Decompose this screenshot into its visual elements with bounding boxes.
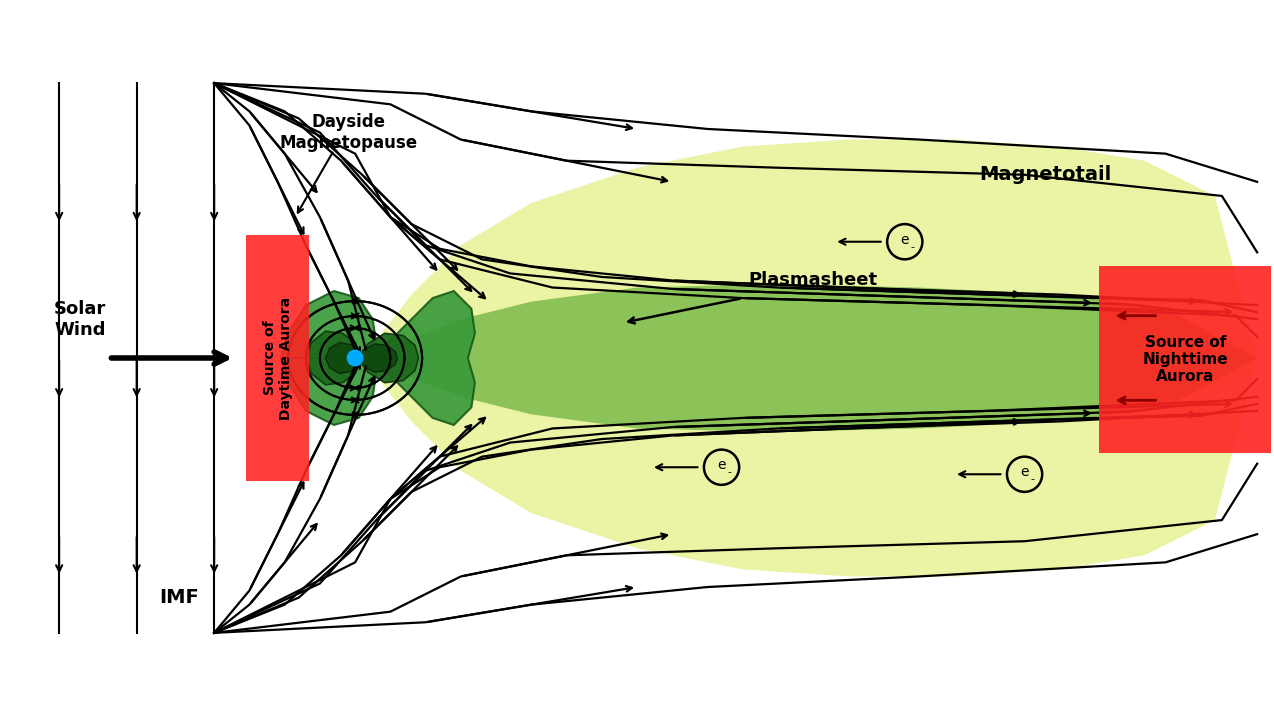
Text: Dayside
Magnetopause: Dayside Magnetopause [279,113,417,152]
Bar [246,235,310,481]
Text: IMF: IMF [159,588,199,607]
Text: -: - [1031,474,1034,484]
Polygon shape [282,291,475,425]
Text: e: e [717,458,726,472]
Text: e: e [901,233,910,246]
Polygon shape [326,342,359,374]
Circle shape [348,350,363,366]
Text: Solar
Wind: Solar Wind [55,300,107,339]
Bar [1098,266,1271,453]
Polygon shape [376,140,1257,576]
Polygon shape [361,334,419,382]
Polygon shape [383,284,1257,432]
Text: Source of
Daytime Aurora: Source of Daytime Aurora [262,296,293,420]
Text: -: - [911,242,915,251]
Text: -: - [727,467,731,477]
Text: e: e [1020,465,1029,479]
Text: Source of
Nighttime
Aurora: Source of Nighttime Aurora [1143,334,1228,384]
Polygon shape [306,332,361,384]
Text: Magnetotail: Magnetotail [980,165,1112,184]
Polygon shape [359,344,397,372]
Text: Plasmasheet: Plasmasheet [749,271,878,289]
